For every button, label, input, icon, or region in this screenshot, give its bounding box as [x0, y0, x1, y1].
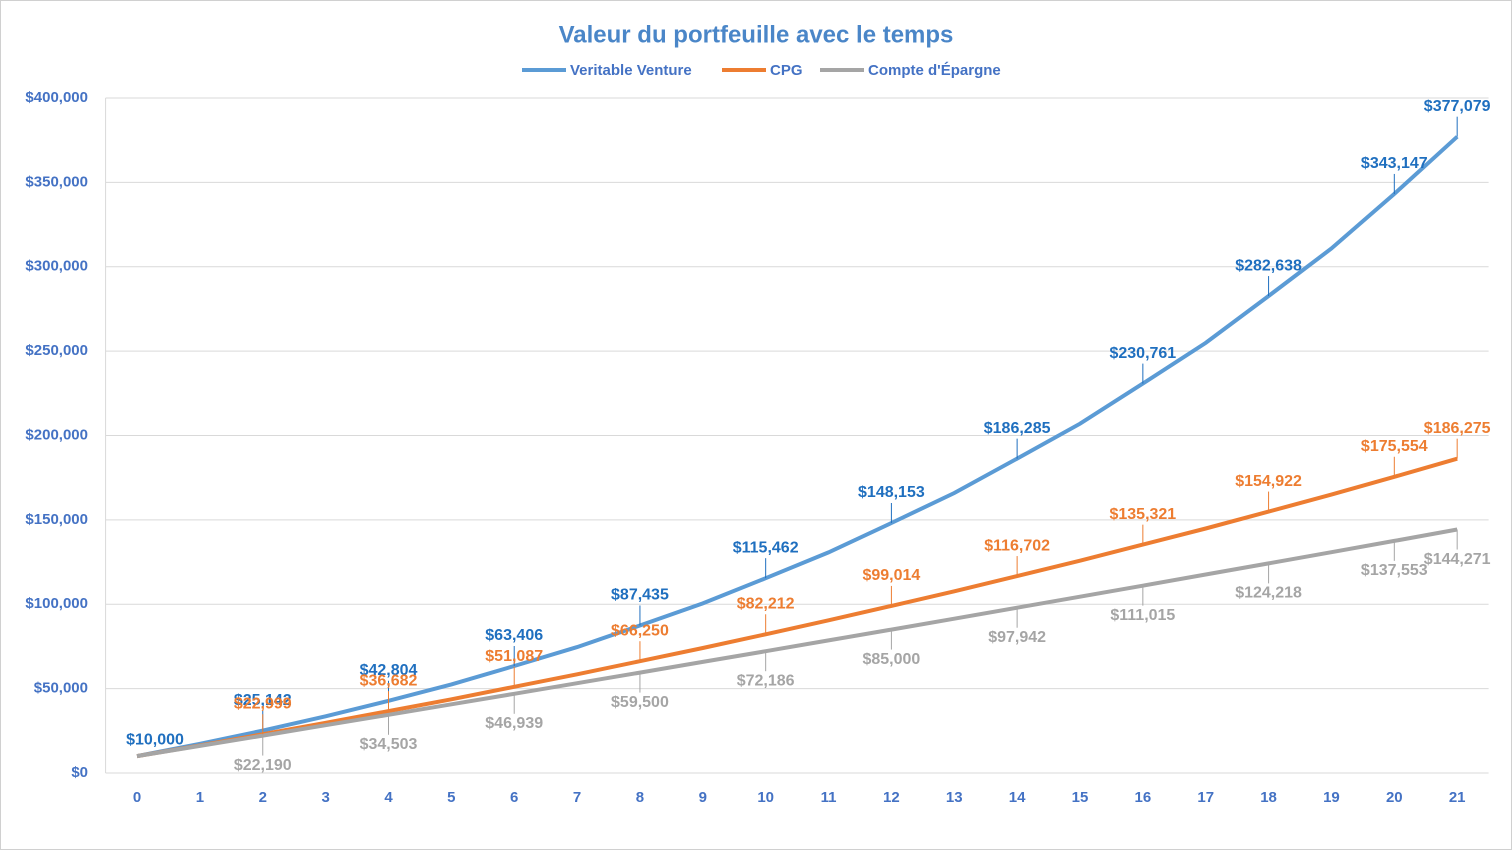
data-label: $154,922 [1235, 473, 1302, 490]
data-label: $36,682 [360, 672, 418, 689]
data-label: $97,942 [988, 629, 1046, 646]
x-tick-label: 5 [447, 789, 455, 806]
legend-label: Compte d'Épargne [868, 62, 1001, 79]
y-tick-label: $250,000 [25, 342, 88, 359]
data-label: $25,142 [234, 692, 292, 709]
data-label: $42,804 [360, 662, 418, 679]
data-label: $175,554 [1361, 438, 1428, 455]
data-label: $72,186 [737, 672, 795, 689]
y-tick-label: $150,000 [25, 511, 88, 528]
data-label: $63,406 [485, 627, 543, 644]
data-label: $22,190 [234, 757, 292, 774]
x-tick-label: 1 [196, 789, 204, 806]
data-label: $46,939 [485, 715, 543, 732]
data-label: $59,500 [611, 694, 669, 711]
data-label: $51,087 [485, 648, 543, 665]
legend-label: Veritable Venture [570, 62, 692, 79]
x-tick-label: 18 [1260, 789, 1277, 806]
data-label: $137,553 [1361, 562, 1428, 579]
y-tick-label: $300,000 [25, 258, 88, 275]
data-label: $34,503 [360, 736, 418, 753]
data-label: $116,702 [984, 537, 1050, 554]
data-label: $22,999 [234, 695, 292, 712]
data-label: $343,147 [1361, 155, 1428, 172]
x-tick-label: 13 [946, 789, 963, 806]
y-tick-label: $0 [71, 764, 88, 781]
x-tick-label: 16 [1135, 789, 1152, 806]
y-tick-label: $350,000 [25, 173, 88, 190]
y-tick-label: $200,000 [25, 426, 88, 443]
x-tick-label: 9 [699, 789, 707, 806]
x-tick-label: 6 [510, 789, 518, 806]
x-tick-label: 4 [384, 789, 393, 806]
x-tick-label: 8 [636, 789, 644, 806]
y-tick-label: $400,000 [25, 89, 88, 106]
x-tick-label: 21 [1449, 789, 1466, 806]
x-tick-label: 15 [1072, 789, 1089, 806]
x-tick-label: 3 [321, 789, 329, 806]
x-tick-label: 2 [259, 789, 267, 806]
data-label: $135,321 [1109, 506, 1176, 523]
x-tick-label: 10 [757, 789, 774, 806]
series-line [136, 135, 1459, 759]
series-line [136, 527, 1458, 759]
x-tick-label: 19 [1323, 789, 1340, 806]
data-label: $85,000 [862, 651, 920, 668]
data-label: $82,212 [737, 595, 795, 612]
series-line [136, 456, 1458, 759]
data-label: $124,218 [1235, 585, 1302, 602]
data-label: $111,015 [1110, 607, 1175, 624]
x-tick-label: 14 [1009, 789, 1026, 806]
data-label: $66,250 [611, 622, 669, 639]
x-tick-label: 11 [821, 789, 837, 806]
x-tick-label: 0 [133, 789, 141, 806]
data-label: $115,462 [733, 539, 799, 556]
data-label: $87,435 [611, 587, 669, 604]
x-tick-label: 7 [573, 789, 581, 806]
data-label: $148,153 [858, 484, 925, 501]
data-label: $230,761 [1109, 345, 1176, 362]
data-label: $99,014 [862, 567, 920, 584]
legend-label: CPG [770, 62, 803, 79]
x-tick-label: 17 [1197, 789, 1214, 806]
y-tick-label: $50,000 [34, 680, 88, 697]
data-label: $10,000 [126, 731, 184, 748]
y-tick-label: $100,000 [25, 595, 88, 612]
x-tick-label: 12 [883, 789, 900, 806]
x-tick-label: 20 [1386, 789, 1403, 806]
chart-title: Valeur du portfeuille avec le temps [559, 21, 954, 48]
data-label: $186,275 [1424, 420, 1491, 437]
data-label: $282,638 [1235, 257, 1302, 274]
data-label: $377,079 [1424, 98, 1491, 115]
data-label: $186,285 [984, 420, 1051, 437]
data-label: $144,271 [1424, 551, 1491, 568]
